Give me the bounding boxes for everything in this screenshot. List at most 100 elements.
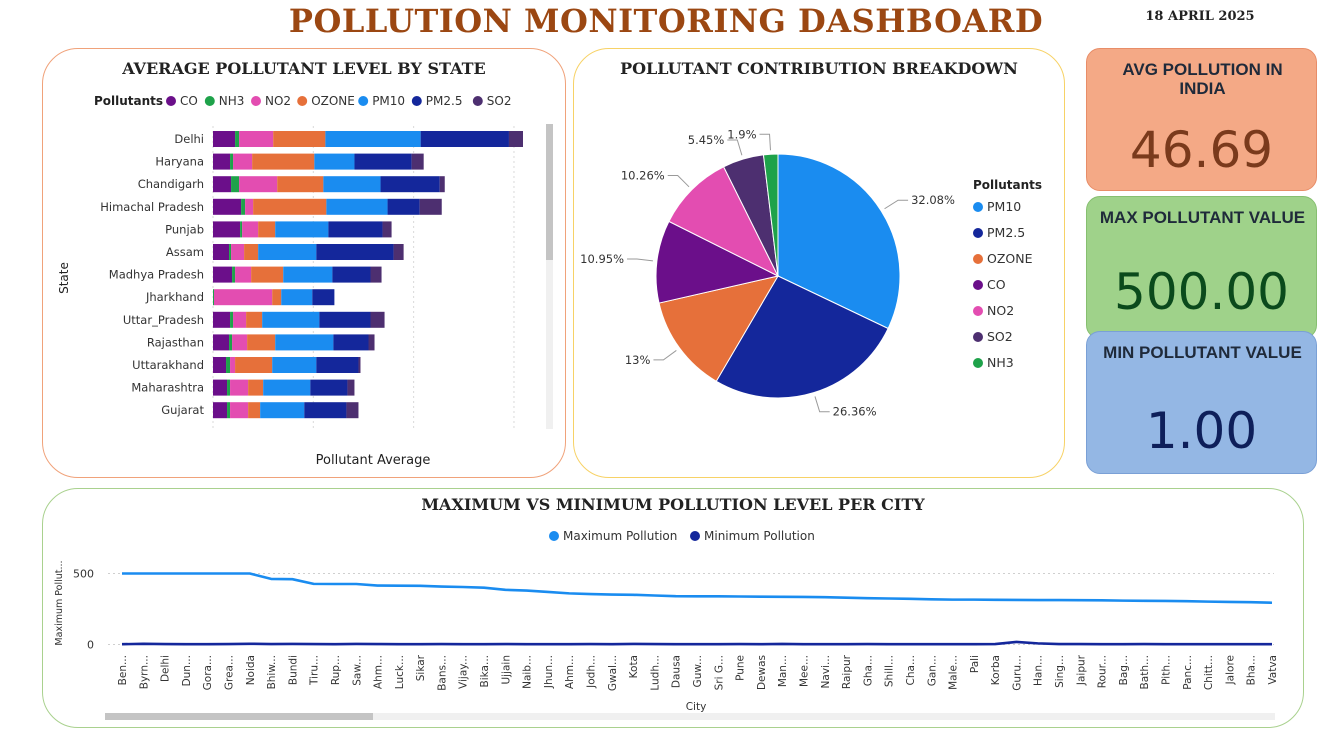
pie-data-label-nh3: 1.9% (727, 127, 756, 141)
bar-segment-uttarakhand-no2 (229, 356, 235, 373)
bar-segment-haryana-ozone (251, 153, 314, 170)
pie-legend-marker-nh3 (972, 357, 983, 368)
bar-segment-gujarat-no2 (229, 401, 248, 418)
line-x-tick-label: Bha... (1245, 655, 1257, 685)
bar-legend-marker-ozone (296, 95, 307, 106)
line-chart-title: MAXIMUM VS MINIMUM POLLUTION LEVEL PER C… (421, 495, 925, 514)
pie-legend-marker-ozone (972, 253, 983, 264)
bar-segment-rajasthan-no2 (231, 333, 247, 350)
line-x-tick-label: Bika... (479, 655, 491, 687)
avg-pollution-card: AVG POLLUTION IN INDIA 46.69 (1086, 48, 1317, 191)
bar-segment-jharkhand-pm2-5 (311, 288, 334, 305)
bar-segment-gujarat-co (212, 401, 227, 418)
line-x-tick-label: Sikar (415, 654, 427, 681)
bar-chart[interactable]: Pollutants CO NH3 NO2 OZONE PM10 PM2.5 SO2 Delhi… (42, 48, 566, 478)
bar-segment-maharashtra-pm2-5 (309, 379, 347, 396)
line-x-tick-label: Pith... (1160, 655, 1172, 685)
pie-leader-line (626, 257, 653, 261)
bar-legend-marker-pm10 (357, 95, 368, 106)
line-x-tick-label: Jhun... (542, 655, 554, 689)
line-x-tick-label: Ujjain (500, 655, 512, 685)
bar-segment-uttar-pradesh-pm10 (261, 311, 319, 328)
line-x-tick-label: Bag... (1117, 655, 1129, 685)
line-x-tick-label: Chitt... (1203, 655, 1215, 690)
bar-legend-label-nh3: NH3 (218, 94, 244, 108)
pie-leader-line (652, 349, 677, 360)
bar-segment-delhi-ozone (272, 130, 325, 147)
bar-segment-assam-ozone (243, 243, 258, 260)
line-x-tick-label: Jaipur (1075, 654, 1087, 686)
bar-segment-delhi-so2 (508, 130, 523, 147)
line-x-tick-label: Guru... (1011, 655, 1023, 691)
bar-segment-maharashtra-no2 (229, 379, 248, 396)
bar-segment-jharkhand-no2 (213, 288, 272, 305)
page-title: POLLUTION MONITORING DASHBOARD (288, 2, 1044, 40)
line-x-tick-label: Vijay... (457, 655, 469, 689)
bar-segment-assam-no2 (230, 243, 244, 260)
bar-segment-chandigarh-no2 (238, 175, 277, 192)
pie-slice-co (655, 220, 779, 304)
line-legend-label-maximum-pollution: Maximum Pollution (563, 529, 677, 543)
bar-segment-haryana-nh3 (229, 153, 233, 170)
pie-chart[interactable]: 32.08% 26.36% 13% 10.95% 10.26% 5.45% 1.9% Poll… (573, 48, 1065, 478)
pie-slice-pm2-5 (715, 274, 889, 398)
line-x-tick-label: Bans... (436, 655, 448, 691)
bar-segment-gujarat-nh3 (226, 401, 230, 418)
bar-segment-chandigarh-nh3 (230, 175, 239, 192)
line-x-tick-label: Gora... (202, 655, 214, 690)
pie-slice-nh3 (762, 152, 778, 276)
line-x-tick-label: Pune (734, 655, 746, 681)
line-x-axis-title: City (685, 701, 706, 713)
bar-y-axis-title: State (57, 262, 71, 294)
bar-segment-chandigarh-ozone (276, 175, 323, 192)
bar-segment-punjab-ozone (257, 220, 275, 237)
bar-legend-marker-co (165, 95, 176, 106)
bar-segment-madhya-pradesh-ozone (250, 266, 283, 283)
pie-leader-line (726, 138, 742, 155)
pie-data-label-so2: 5.45% (687, 132, 724, 146)
avg-pollution-value: 46.69 (1129, 121, 1274, 179)
line-x-tick-label: Tiru... (308, 655, 320, 686)
pie-legend-marker-so2 (972, 331, 983, 342)
line-chart[interactable]: Maximum Pollution Minimum Pollution 0 500 Ma… (42, 488, 1304, 728)
pie-legend-marker-pm2-5 (972, 227, 983, 238)
bar-segment-rajasthan-nh3 (228, 333, 232, 350)
bar-legend-marker-pm2-5 (411, 95, 422, 106)
line-x-tick-label: Ben... (117, 655, 129, 685)
bar-segment-himachal-pradesh-pm2-5 (387, 198, 420, 215)
bar-segment-himachal-pradesh-co (212, 198, 241, 215)
min-pollutant-value: 1.00 (1145, 402, 1258, 460)
line-scrollbar[interactable] (104, 712, 1275, 720)
bar-segment-uttarakhand-nh3 (225, 356, 230, 373)
bar-segment-jharkhand-ozone (271, 288, 281, 305)
pie-slice-pm10 (777, 152, 900, 329)
bar-segment-punjab-so2 (382, 220, 392, 237)
bar-segment-assam-pm10 (257, 243, 316, 260)
bar-segment-delhi-co (212, 130, 235, 147)
bar-category-label: Delhi (174, 132, 204, 146)
bar-scrollbar-thumb[interactable] (545, 123, 553, 260)
bar-segment-delhi-no2 (238, 130, 273, 147)
line-x-tick-label: Han... (1032, 655, 1044, 686)
city-line-chart-panel: MAXIMUM VS MINIMUM POLLUTION LEVEL PER C… (42, 488, 1304, 728)
bar-segment-rajasthan-pm2-5 (332, 333, 369, 350)
line-y-tick-label: 500 (73, 567, 94, 580)
bar-category-label: Madhya Pradesh (108, 267, 203, 281)
line-scrollbar-thumb[interactable] (104, 712, 373, 720)
line-x-tick-label: Bhiw... (266, 655, 278, 689)
bar-legend-marker-so2 (472, 95, 483, 106)
pie-legend-marker-pm10 (972, 201, 983, 212)
line-x-tick-label: Raipur (841, 654, 853, 689)
bar-segment-jharkhand-pm10 (280, 288, 312, 305)
bar-segment-haryana-no2 (232, 153, 252, 170)
line-x-tick-label: Dun... (180, 655, 192, 686)
bar-segment-haryana-pm2-5 (353, 153, 412, 170)
line-x-tick-label: Sri G... (713, 655, 725, 690)
bar-segment-punjab-pm10 (274, 220, 328, 237)
line-y-tick-label: 0 (87, 638, 94, 651)
bar-segment-rajasthan-so2 (368, 333, 375, 350)
max-pollutant-card: MAX POLLUTANT VALUE 500.00 (1086, 196, 1317, 339)
bar-scrollbar[interactable] (545, 123, 553, 429)
line-x-tick-label: Grea... (223, 655, 235, 690)
line-x-tick-label: Panc... (1181, 655, 1193, 690)
